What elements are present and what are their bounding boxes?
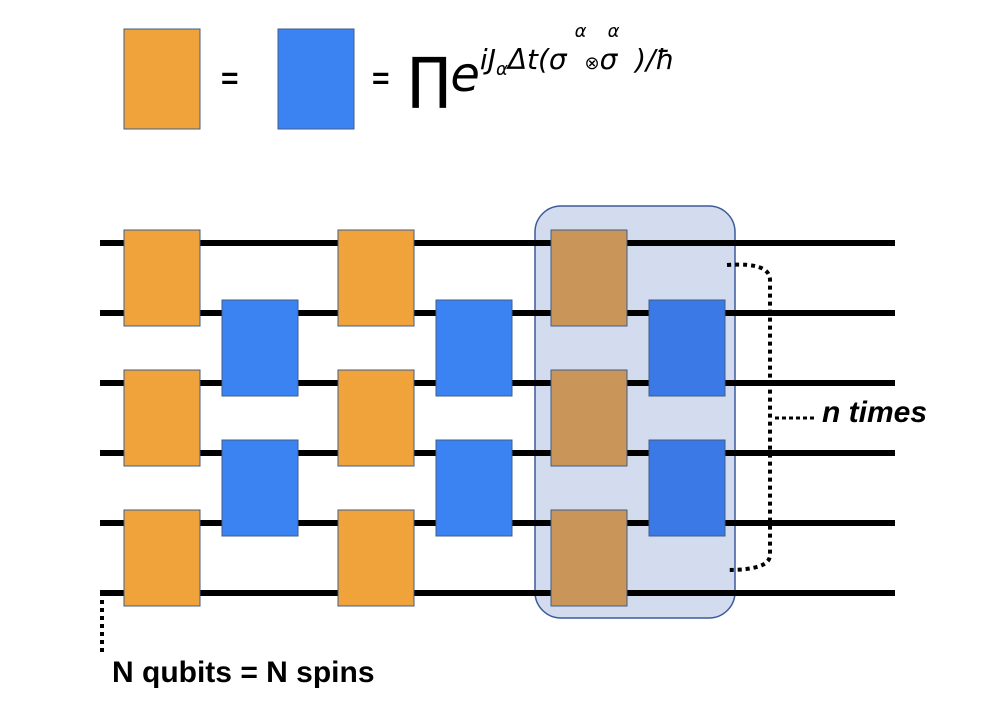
orange-gate (550, 369, 628, 467)
formula-exponent: iJαΔt(σ α ⊗σ α )/ħ (479, 23, 675, 79)
orange-gate (123, 229, 201, 327)
blue-gate (221, 439, 299, 537)
exponent-suffix: )/ħ (635, 43, 675, 76)
blue-gate (435, 439, 513, 537)
blue-gate (648, 439, 726, 537)
orange-gate (123, 369, 201, 467)
repeat-label: n times (822, 396, 928, 429)
formula-base: e (450, 47, 480, 103)
exponent-prefix: iJ (479, 43, 496, 76)
legend-gate-orange (123, 28, 201, 130)
orange-gate (337, 229, 415, 327)
product-symbol: ∏ (408, 46, 451, 111)
orange-gate (550, 229, 628, 327)
legend-equals-1: = (221, 62, 239, 95)
tensor-product-symbol: ⊗ (584, 53, 600, 74)
qubits-label: N qubits = N spins (112, 656, 375, 689)
legend-gate-blue (277, 28, 355, 130)
gate-formula: ∏eiJαΔt(σ α ⊗σ α )/ħ (408, 23, 675, 107)
legend-equals-2: = (372, 62, 390, 95)
orange-gate (550, 509, 628, 607)
exponent-subscript: α (495, 59, 508, 80)
sigma-superscript-2: α (607, 21, 620, 42)
orange-gate (123, 509, 201, 607)
exponent-mid: Δt(σ (507, 43, 567, 76)
blue-gate (648, 299, 726, 397)
blue-gate (221, 299, 299, 397)
sigma-superscript-1: α (574, 21, 587, 42)
orange-gate (337, 509, 415, 607)
sigma-2: σ (599, 43, 618, 76)
blue-gate (435, 299, 513, 397)
orange-gate (337, 369, 415, 467)
gate-layers (123, 229, 726, 607)
